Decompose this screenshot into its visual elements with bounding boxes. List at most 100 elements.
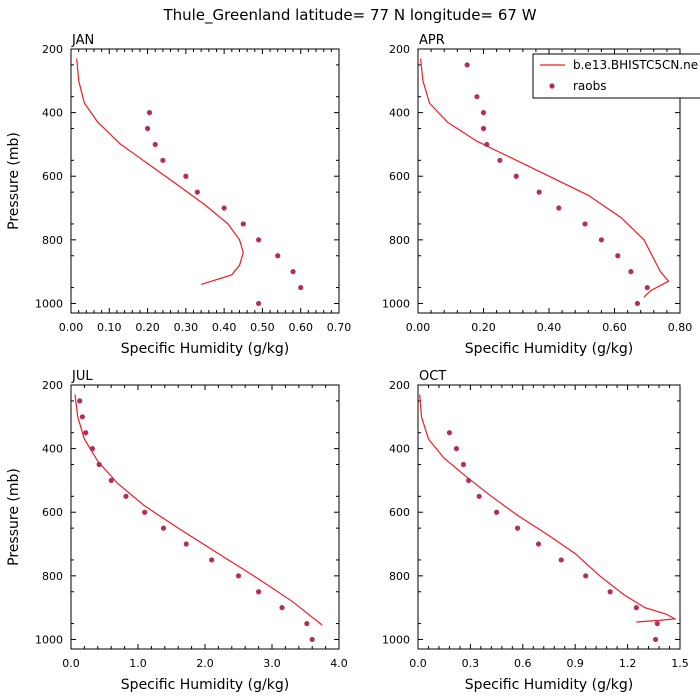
x-tick-label-jul: 1.0 — [129, 657, 147, 670]
raobs-point-jan — [275, 253, 281, 259]
y-tick-label-apr: 400 — [389, 107, 410, 120]
raobs-point-jul — [304, 620, 310, 627]
raobs-point-apr — [582, 221, 588, 227]
plot-data-jan — [76, 58, 304, 307]
raobs-point-oct — [494, 509, 500, 515]
panel-jan: 0.00 0.10 0.20 0.30 0.40 0.50 0.60 0.70 200 400 60… — [6, 33, 351, 357]
legend-label-raobs: raobs — [573, 79, 607, 93]
raobs-point-oct — [607, 589, 613, 595]
legend-box — [532, 53, 700, 99]
x-tick-label-jan: 0.70 — [327, 321, 352, 334]
model-line-jul — [74, 394, 323, 626]
raobs-point-jul — [279, 605, 285, 611]
raobs-point-apr — [628, 269, 634, 275]
raobs-point-jan — [160, 157, 166, 163]
raobs-point-jan — [146, 110, 153, 116]
raobs-point-oct — [558, 557, 564, 563]
raobs-point-oct — [476, 493, 482, 499]
raobs-point-jan — [298, 284, 304, 291]
x-tick-label-oct: 0.0 — [409, 657, 427, 670]
raobs-point-jul — [256, 589, 262, 595]
raobs-point-jul — [77, 398, 83, 404]
model-line-oct — [419, 394, 677, 623]
x-tick-label-apr: 0.00 — [406, 321, 431, 334]
x-tick-label-apr: 0.40 — [537, 321, 562, 334]
panel-apr: 0.00 0.20 0.40 0.60 0.80 200 400 600 800 1000 APR S… — [382, 33, 700, 357]
y-tick-label-apr: 1000 — [382, 297, 410, 310]
y-tick-label-oct: 400 — [389, 443, 410, 456]
y-tick-label-jan: 1000 — [35, 297, 63, 310]
raobs-point-apr — [615, 253, 621, 259]
y-tick-label-oct: 200 — [389, 379, 410, 392]
y-tick-label-jul: 800 — [42, 570, 63, 583]
panels: 0.00 0.10 0.20 0.30 0.40 0.50 0.60 0.70 200 400 60… — [6, 33, 700, 693]
plot-frame-oct — [417, 384, 681, 650]
raobs-point-jul — [309, 636, 315, 643]
plot-frame-jan — [70, 48, 340, 314]
raobs-point-jul — [160, 525, 167, 531]
raobs-point-apr — [464, 62, 470, 68]
y-tick-label-oct: 800 — [389, 570, 410, 583]
y-tick-label-oct: 1000 — [382, 633, 410, 646]
x-tick-label-jul: 4.0 — [330, 657, 348, 670]
raobs-point-apr — [644, 284, 650, 291]
model-line-apr — [420, 58, 670, 298]
raobs-point-jan — [183, 173, 189, 179]
plot-frame-jul — [70, 384, 340, 650]
raobs-point-apr — [497, 157, 503, 163]
raobs-point-jan — [221, 205, 227, 211]
raobs-point-apr — [513, 173, 519, 179]
raobs-point-apr — [634, 300, 641, 307]
x-tick-label-apr: 0.60 — [602, 321, 627, 334]
raobs-point-oct — [460, 461, 467, 468]
raobs-point-apr — [480, 110, 487, 116]
panel-oct: 0.0 0.3 0.6 0.9 1.2 1.5 200 400 600 800 1000 OCT Spe… — [382, 369, 689, 693]
raobs-point-jan — [194, 189, 200, 195]
y-tick-label-jan: 400 — [42, 107, 63, 120]
raobs-point-oct — [466, 477, 472, 484]
plot-data-jul — [74, 394, 323, 643]
raobs-point-oct — [633, 605, 639, 611]
x-tick-label-jan: 0.20 — [135, 321, 160, 334]
y-tick-label-jul: 1000 — [35, 633, 63, 646]
raobs-point-apr — [598, 237, 605, 243]
x-tick-label-jan: 0.60 — [288, 321, 313, 334]
y-axis-title-jan: Pressure (mb) — [6, 132, 22, 230]
y-tick-label-apr: 200 — [389, 43, 410, 56]
x-axis-title-oct: Specific Humidity (g/kg) — [465, 677, 633, 693]
raobs-point-apr — [484, 141, 490, 148]
x-tick-label-oct: 0.6 — [514, 657, 532, 670]
x-tick-label-jul: 3.0 — [263, 657, 281, 670]
raobs-point-oct — [453, 446, 460, 452]
x-tick-label-jan: 0.30 — [174, 321, 199, 334]
raobs-point-jan — [290, 269, 296, 275]
raobs-point-jul — [123, 493, 129, 499]
y-axis-title-jul: Pressure (mb) — [6, 468, 22, 566]
raobs-point-oct — [654, 620, 660, 627]
y-tick-label-apr: 600 — [389, 170, 410, 183]
x-tick-label-jan: 0.40 — [212, 321, 237, 334]
x-axis-title-jul: Specific Humidity (g/kg) — [121, 677, 289, 693]
raobs-point-oct — [535, 541, 542, 547]
y-tick-label-jan: 600 — [42, 170, 63, 183]
panel-label-oct: OCT — [419, 369, 446, 384]
plot-data-oct — [419, 394, 677, 643]
raobs-point-apr — [474, 94, 480, 100]
panel-label-jan: JAN — [71, 33, 94, 48]
raobs-point-apr — [556, 205, 562, 211]
raobs-point-jul — [209, 557, 215, 563]
x-tick-label-oct: 0.9 — [566, 657, 584, 670]
x-tick-label-jul: 2.0 — [196, 657, 214, 670]
raobs-point-jul — [83, 430, 89, 436]
panel-label-jul: JUL — [71, 369, 93, 384]
raobs-point-oct — [583, 573, 589, 579]
plot-data-apr — [420, 58, 670, 307]
x-tick-label-jan: 0.10 — [97, 321, 122, 334]
legend-label-model: b.e13.BHISTC5CN.ne — [573, 58, 698, 72]
x-tick-label-oct: 1.2 — [619, 657, 637, 670]
model-line-jan — [76, 58, 244, 285]
raobs-point-jul — [235, 573, 242, 579]
raobs-point-jul — [142, 509, 148, 515]
raobs-point-oct — [652, 636, 659, 643]
